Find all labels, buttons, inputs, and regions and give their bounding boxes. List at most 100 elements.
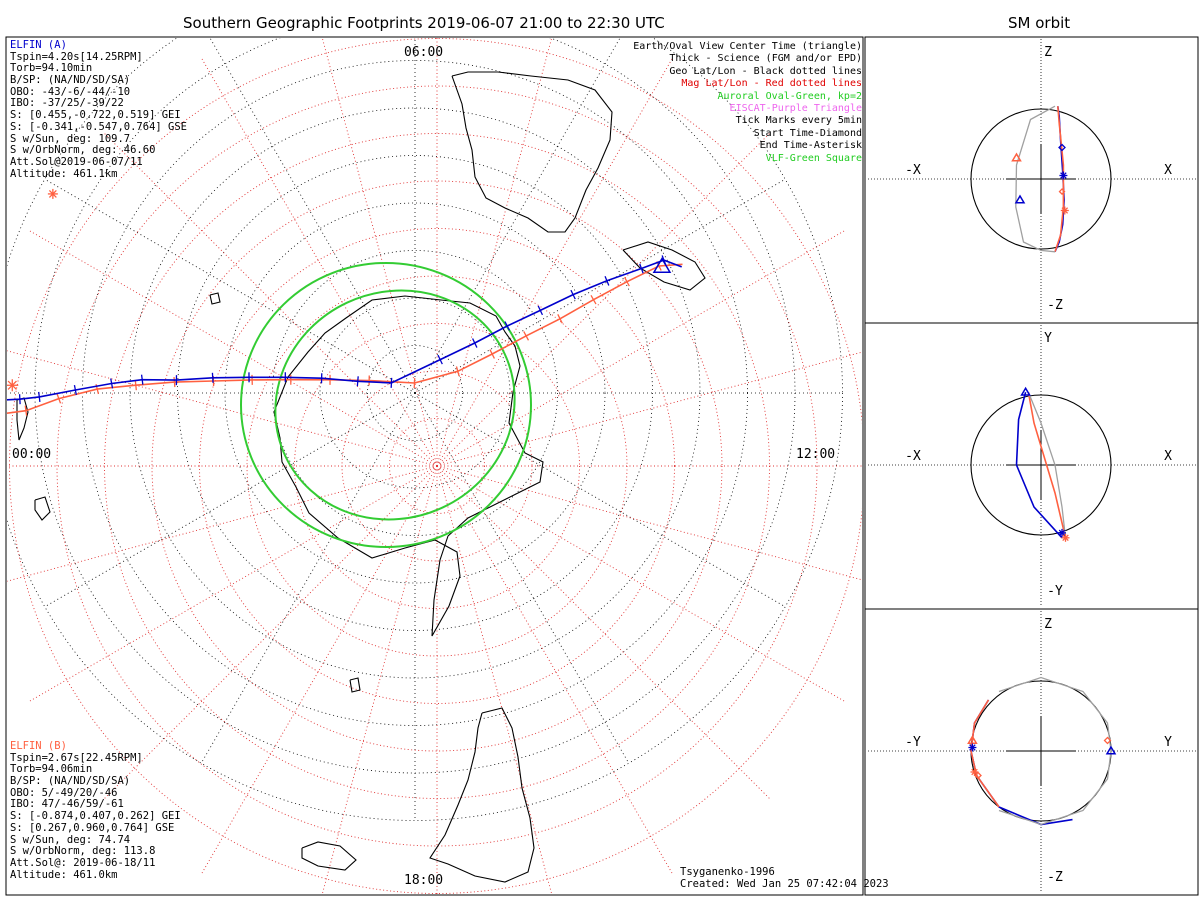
legend-entry: VLF-Green Square — [765, 152, 862, 164]
axis-label-left: -X — [905, 163, 921, 178]
sm-panel-1: Z -Z -X X — [868, 39, 1196, 319]
elfin-a-line: Att.Sol@2019-06-07/11 — [10, 155, 143, 168]
end-asterisk — [968, 743, 977, 752]
tick-mark — [140, 374, 144, 385]
end-asterisk — [1061, 533, 1070, 542]
sm-orbit-elfinb — [1027, 392, 1067, 538]
sm-orbit-title: SM orbit — [1008, 14, 1071, 32]
tick-mark — [537, 305, 544, 316]
geo-meridian — [44, 392, 416, 608]
footprint-track-elfinb — [7, 263, 683, 415]
elfin-b-line: S: [-0.874,0.407,0.262] GEI — [10, 810, 181, 823]
asterisk-stroke — [969, 744, 976, 751]
coastline — [209, 292, 221, 305]
mag-meridian — [436, 230, 845, 467]
axis-label-right: X — [1164, 163, 1172, 178]
mag-meridian — [436, 38, 553, 467]
tick-mark — [356, 376, 359, 387]
geo-meridian — [209, 38, 416, 394]
mag-meridian — [436, 133, 770, 467]
asterisk-stroke — [7, 380, 17, 390]
view-center-triangle — [1020, 386, 1031, 396]
coastline — [301, 841, 357, 871]
legend-entry: Earth/Oval View Center Time (triangle) — [633, 41, 862, 52]
elfin-b-line: Tspin=2.67s[22.45RPM] — [10, 751, 143, 764]
auroral-oval-equatorward — [240, 262, 532, 548]
start-diamond — [974, 771, 982, 780]
elfin-a-line: S w/OrbNorm, deg: 46.60 — [10, 144, 156, 157]
elfin-b-line: OBO: 5/-49/20/-46 — [10, 786, 118, 799]
auroral-oval-poleward — [274, 289, 516, 521]
tick-mark — [639, 263, 644, 274]
tick-mark — [413, 378, 416, 389]
mag-meridian — [436, 465, 770, 799]
elfin-b-line: Att.Sol@: 2019-06-18/11 — [10, 856, 156, 869]
start-diamond — [1103, 736, 1112, 745]
tick-mark — [73, 385, 77, 396]
geo-latitude-circle — [177, 155, 653, 631]
tick-mark — [472, 338, 478, 348]
legend-entry: Auroral Oval-Green, kp=2 — [717, 90, 863, 102]
elfin-a-line: Tspin=4.20s[14.25RPM] — [10, 50, 143, 63]
elfin-a-line: S: [0.455,-0.722,0.519] GEI — [10, 109, 181, 122]
geo-meridian — [414, 178, 786, 394]
end-asterisk — [47, 188, 58, 199]
legend-entry: End Time-Asterisk — [759, 140, 862, 152]
elfin-a-line: S w/Sun, deg: 109.7 — [10, 132, 131, 145]
mag-latitude-circle — [199, 228, 675, 704]
elfin-a-line: IBO: -37/25/-39/22 — [10, 97, 124, 110]
tick-mark — [455, 366, 460, 377]
legend-entry: Start Time-Diamond — [753, 127, 862, 139]
asterisk-stroke — [1058, 529, 1066, 537]
end-asterisk — [7, 379, 19, 392]
geo-meridian — [414, 392, 786, 608]
tick-mark — [590, 295, 597, 305]
sm-orbit-orbittrack — [1015, 105, 1056, 253]
mag-meridian — [436, 351, 862, 467]
mag-meridian — [436, 465, 845, 702]
elfin-b-line: S w/OrbNorm, deg: 113.8 — [10, 845, 156, 858]
earth-circle — [970, 108, 1112, 250]
mag-meridian — [436, 465, 553, 894]
elfin-a-line: S: [-0.341,-0.547,0.764] GSE — [10, 120, 188, 133]
geo-meridian — [414, 38, 621, 394]
earth-circle — [970, 394, 1112, 536]
mag-meridian — [29, 465, 438, 702]
mlt-label-top: 06:00 — [404, 45, 443, 60]
end-asterisk — [1058, 528, 1066, 537]
start-diamond — [1058, 188, 1066, 196]
sm-panel-3: Z -Z -Y Y — [868, 611, 1196, 891]
end-asterisk — [970, 768, 979, 776]
axis-label-right: X — [1164, 449, 1172, 464]
coastline — [16, 397, 29, 441]
elfin-b-line: S: [0.267,0.960,0.764] GSE — [10, 821, 175, 834]
coastline — [349, 677, 361, 693]
tick-mark — [134, 380, 137, 391]
mag-meridian — [436, 465, 673, 874]
legend-entry: Tick Marks every 5min — [735, 115, 862, 127]
coastline — [622, 241, 706, 291]
view-center-triangle — [967, 735, 978, 745]
sm-orbit-panels: Z -Z -X X Y -Y -X X Z -Z -Y Y — [868, 39, 1196, 891]
tick-mark — [24, 405, 28, 416]
view-center-triangle — [1014, 194, 1026, 204]
axis-label-right: Y — [1164, 735, 1172, 750]
mag-latitude-circle — [294, 323, 580, 609]
legend-entry: Mag Lat/Lon - Red dotted lines — [681, 78, 862, 90]
start-diamond — [0, 410, 5, 418]
elfin-b-line: S w/Sun, deg: 74.74 — [10, 833, 131, 846]
sm-orbit-elfina — [1015, 392, 1063, 539]
start-diamond — [0, 396, 4, 404]
tick-mark — [437, 354, 443, 365]
elfin-b-line: Altitude: 461.0km — [10, 868, 118, 881]
elfin-a-line: OBO: -43/-6/-44/-10 — [10, 85, 131, 98]
start-diamond — [1058, 143, 1066, 152]
tick-mark — [38, 391, 41, 402]
sm-orbit-elfinb — [970, 699, 1000, 808]
mag-meridian — [321, 38, 438, 467]
mag-latitude-circle — [389, 418, 485, 514]
axis-label-top: Z — [1044, 45, 1052, 60]
elfin-b-line: Torb=94.06min — [10, 763, 93, 776]
map-frame — [5, 36, 864, 896]
elfin-b-line: IBO: 47/-46/59/-61 — [10, 798, 124, 811]
